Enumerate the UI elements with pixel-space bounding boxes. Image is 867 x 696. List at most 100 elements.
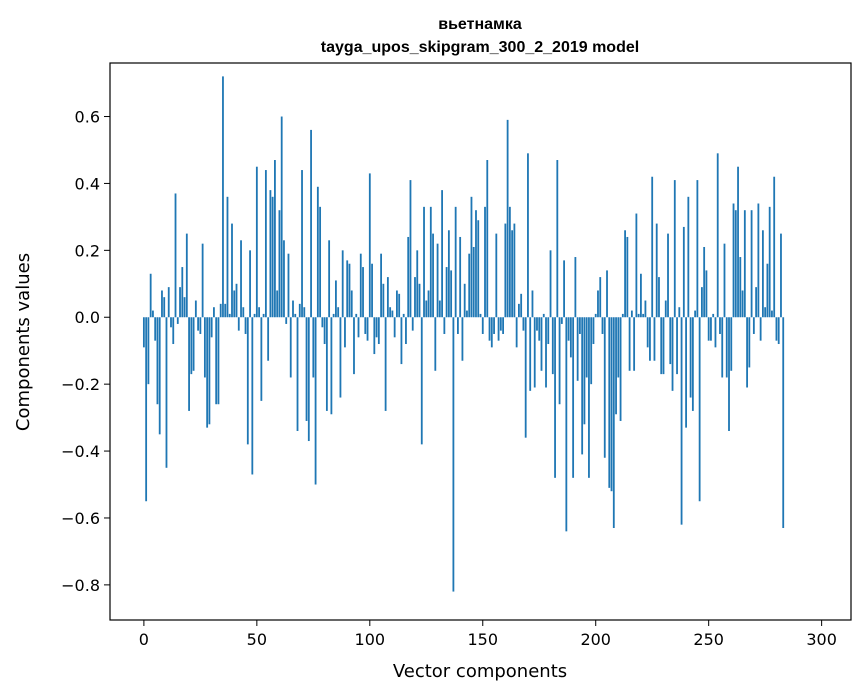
bar-236	[676, 317, 678, 375]
bar-59	[276, 290, 279, 318]
bar-118	[409, 180, 412, 318]
bar-66	[292, 300, 294, 318]
x-axis: 0 50 100 150 200 250 300	[139, 620, 837, 649]
bar-222	[644, 300, 647, 318]
bar-231	[664, 300, 667, 318]
bar-283	[782, 317, 785, 529]
bar-168	[522, 317, 525, 331]
bar-74	[310, 129, 312, 318]
bar-251	[710, 317, 712, 341]
bar-147	[475, 210, 477, 318]
bar-184	[558, 317, 561, 405]
bar-110	[391, 310, 394, 318]
bar-194	[581, 317, 584, 455]
bar-188	[567, 317, 570, 341]
bar-98	[364, 317, 367, 334]
bar-16	[179, 287, 181, 318]
bar-144	[468, 253, 471, 318]
bar-143	[466, 310, 468, 318]
bar-87	[339, 317, 342, 398]
bar-2	[147, 317, 150, 385]
bar-260	[730, 317, 733, 371]
bar-207	[610, 317, 613, 492]
bar-271	[755, 287, 758, 318]
bar-203	[601, 317, 604, 334]
bar-134	[445, 267, 448, 318]
bar-1	[145, 317, 148, 502]
x-tick-label: 50	[247, 630, 267, 649]
bar-26	[201, 243, 204, 318]
bar-265	[741, 290, 744, 318]
bar-166	[518, 303, 520, 318]
bar-212	[621, 313, 624, 318]
bar-254	[716, 153, 719, 318]
y-tick-label: −0.2	[61, 375, 100, 394]
bar-64	[287, 253, 290, 318]
bar-29	[208, 317, 211, 425]
bar-61	[280, 116, 283, 318]
bar-214	[626, 236, 629, 318]
bar-244	[694, 310, 697, 318]
bar-148	[477, 220, 480, 318]
y-tick-label: 0.2	[75, 241, 100, 260]
bar-233	[669, 317, 672, 365]
bar-248	[703, 246, 706, 318]
bar-96	[359, 253, 362, 318]
bar-125	[425, 300, 428, 318]
bar-175	[538, 317, 541, 341]
bar-94	[355, 313, 358, 318]
bar-40	[233, 290, 236, 318]
bar-223	[646, 317, 649, 348]
bar-67	[294, 313, 297, 318]
bar-180	[549, 250, 552, 318]
bar-22	[192, 317, 195, 371]
bar-4	[152, 310, 154, 318]
bar-187	[565, 317, 568, 532]
x-tick-label: 200	[580, 630, 611, 649]
bar-185	[560, 317, 563, 324]
bar-174	[536, 317, 538, 331]
bar-274	[761, 230, 764, 318]
bar-221	[642, 313, 645, 318]
bar-206	[608, 317, 611, 488]
bar-126	[427, 290, 430, 318]
bar-91	[348, 263, 351, 318]
bar-97	[362, 267, 364, 318]
bar-239	[682, 226, 685, 318]
bar-15	[176, 317, 179, 324]
bar-229	[660, 317, 663, 375]
bar-219	[637, 313, 640, 318]
x-tick-label: 100	[355, 630, 386, 649]
bar-138	[454, 206, 457, 318]
bar-249	[705, 270, 708, 318]
bar-202	[599, 277, 602, 318]
bar-86	[337, 307, 340, 318]
bar-263	[737, 166, 739, 318]
bar-52	[260, 317, 263, 401]
bar-54	[264, 170, 267, 318]
bar-49	[253, 313, 256, 318]
bar-37	[226, 196, 229, 318]
bar-21	[190, 317, 193, 375]
bar-255	[719, 317, 721, 334]
bar-131	[438, 300, 441, 318]
bar-209	[615, 317, 617, 415]
bar-14	[174, 193, 177, 318]
bar-266	[743, 210, 746, 318]
bar-18	[183, 297, 186, 318]
bar-127	[429, 206, 432, 318]
bar-262	[734, 210, 737, 318]
bar-85	[335, 280, 337, 318]
bar-273	[759, 317, 762, 341]
bar-12	[170, 317, 172, 328]
bar-90	[346, 260, 349, 318]
bar-183	[556, 160, 559, 318]
bar-238	[680, 317, 683, 525]
bar-103	[375, 317, 378, 338]
bar-117	[407, 236, 410, 318]
bar-232	[667, 233, 669, 318]
bar-242	[689, 317, 692, 398]
bar-195	[583, 317, 586, 425]
bar-243	[691, 317, 694, 411]
